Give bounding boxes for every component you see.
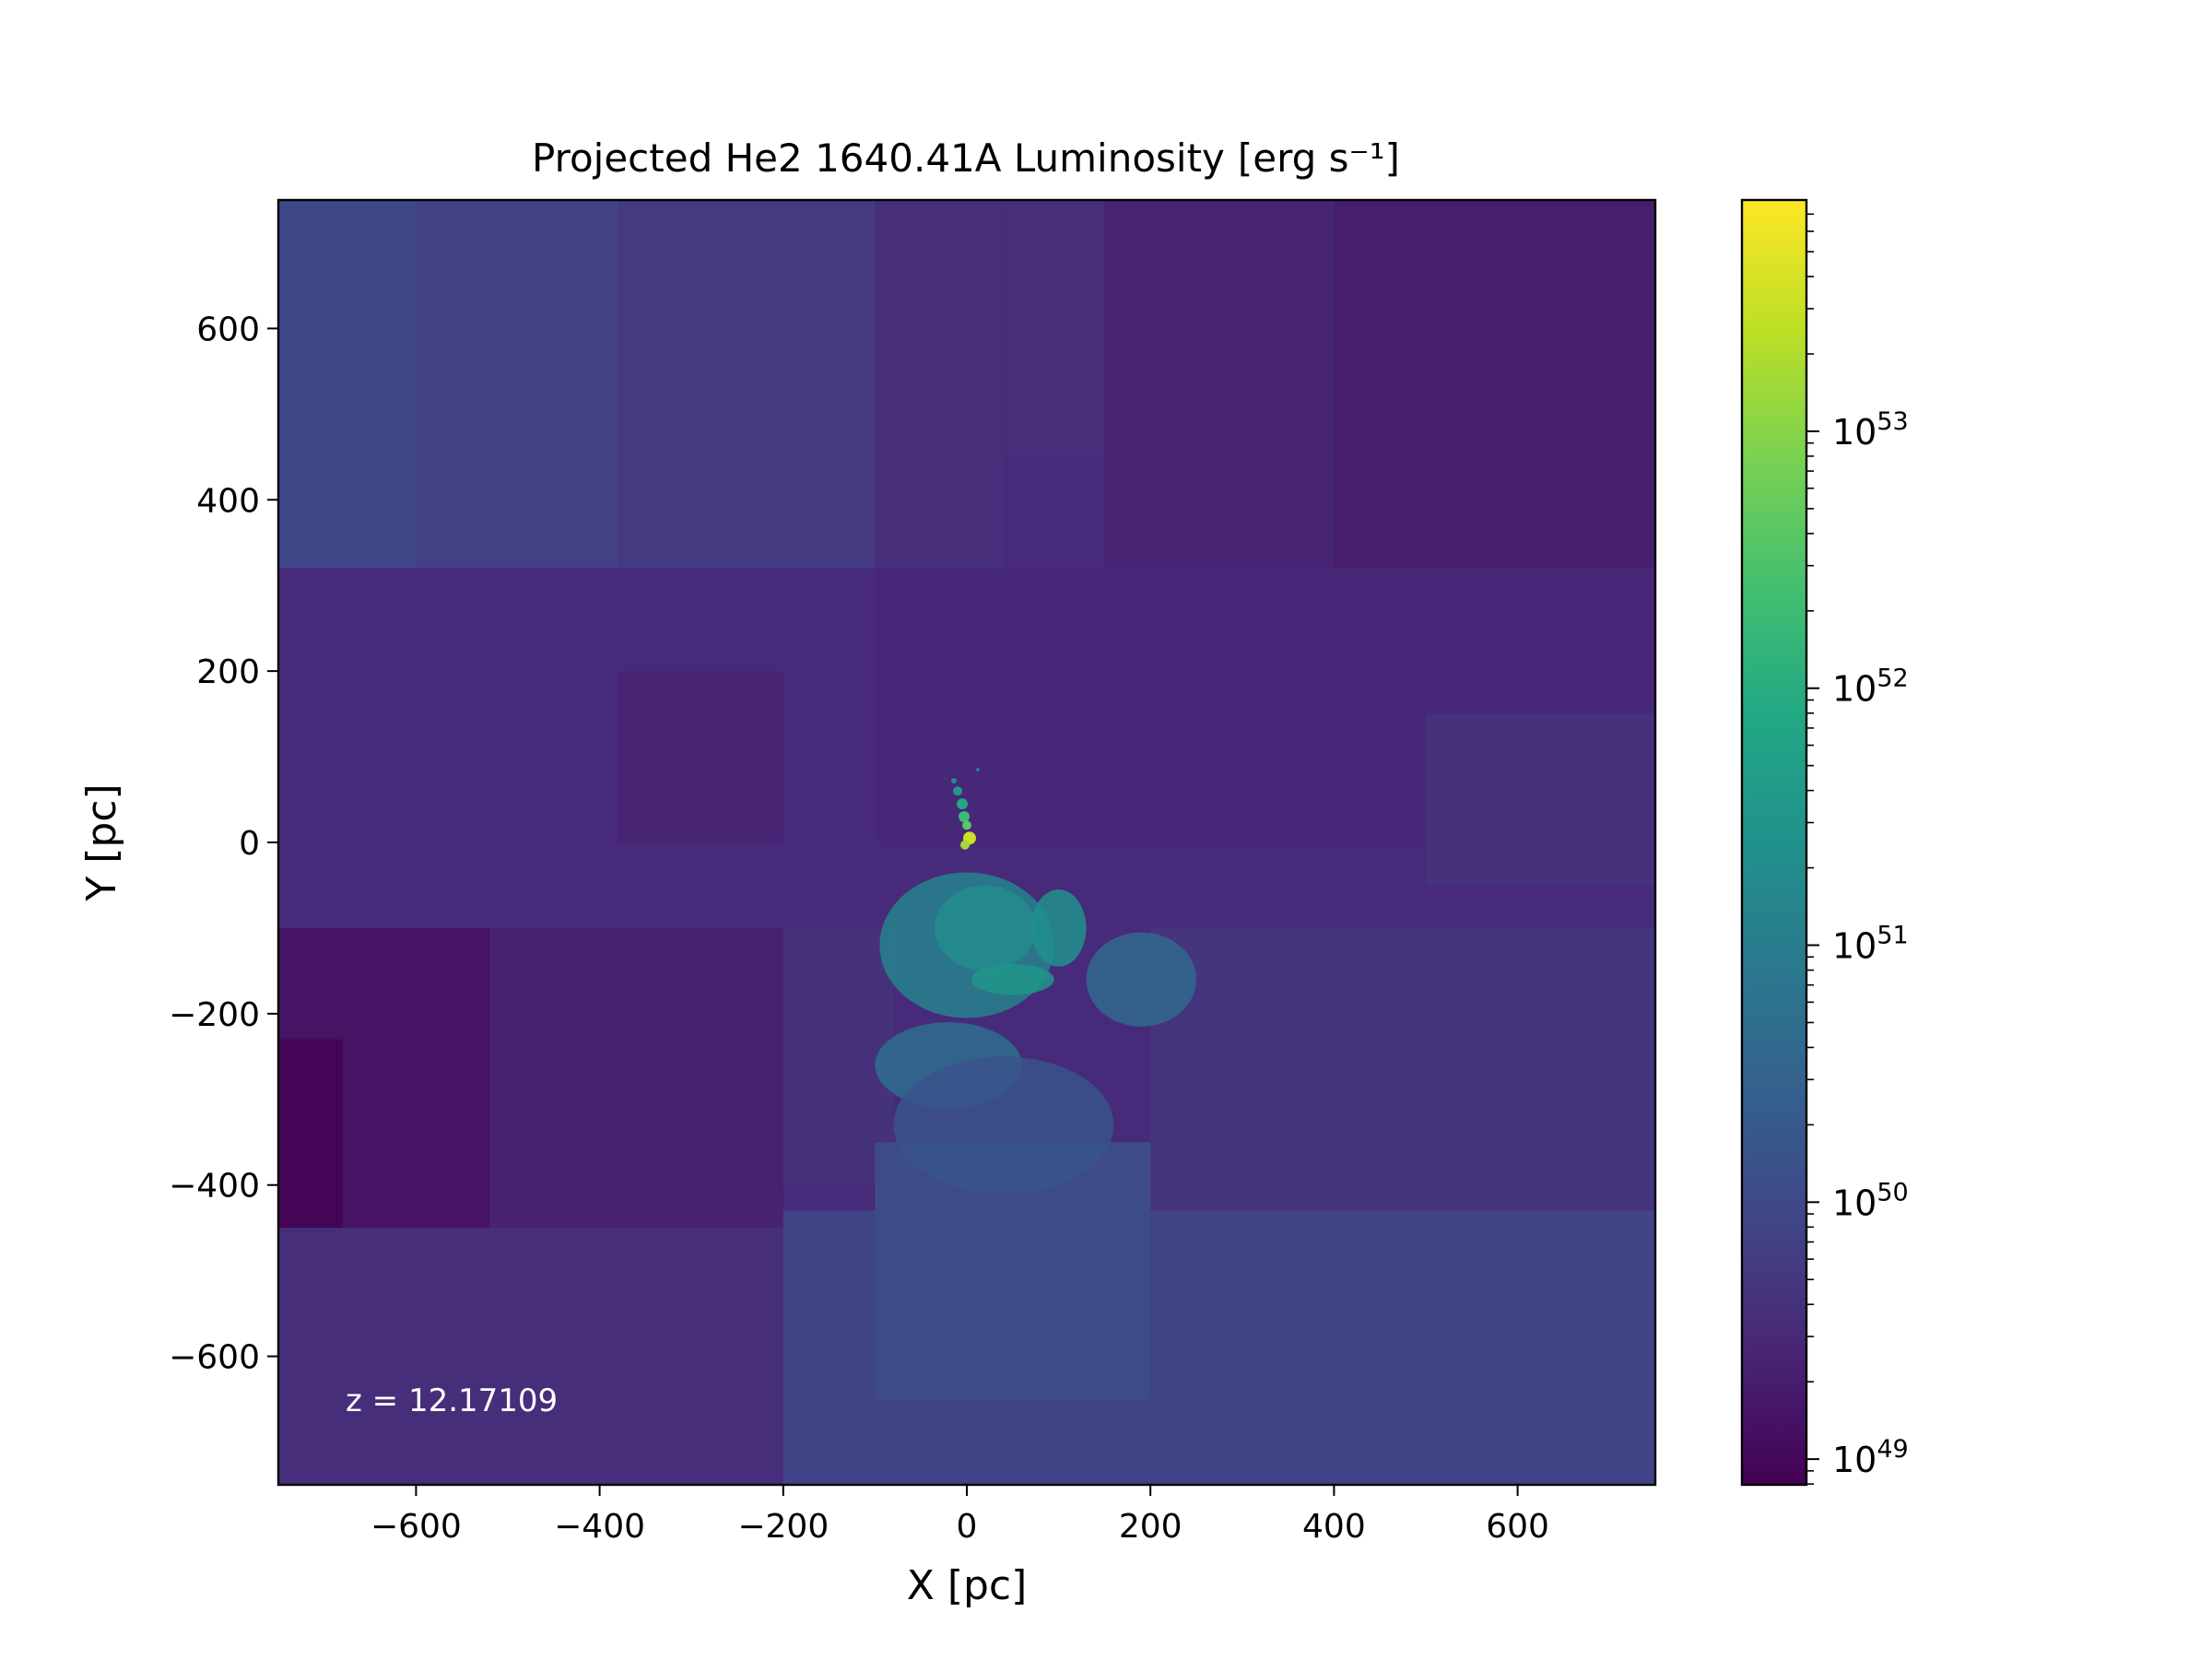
heatmap-region <box>1104 200 1335 569</box>
chart-title: Projected He2 1640.41A Luminosity [erg s⁻… <box>532 135 1400 181</box>
bright-clump <box>960 840 970 850</box>
heatmap-emission-blobs <box>875 872 1196 1194</box>
colorbar: 1049 1050 1051 1052 1053 <box>1740 198 1909 1487</box>
bright-clump <box>957 798 968 810</box>
heatmap-region <box>875 200 1004 569</box>
y-tick-label: −200 <box>169 996 260 1034</box>
y-tick-label: 400 <box>196 482 260 520</box>
x-tick-label: −200 <box>737 1508 829 1546</box>
colorbar-tick-label: 1051 <box>1832 922 1909 967</box>
y-tick-label: 0 <box>239 825 260 863</box>
heatmap-regions <box>278 200 1655 1485</box>
y-axis-ticks: −600 −400 −200 0 200 400 600 <box>169 311 278 1377</box>
colorbar-tick-label: 1050 <box>1832 1178 1909 1223</box>
heatmap-region <box>875 568 1215 842</box>
heatmap-region <box>1334 200 1655 569</box>
bright-clump <box>975 768 980 771</box>
x-axis-label: X [pc] <box>907 1562 1028 1609</box>
bright-clump <box>951 778 958 784</box>
y-tick-label: −400 <box>169 1168 260 1206</box>
emission-blob <box>1086 932 1196 1027</box>
heatmap-region <box>1003 200 1105 457</box>
colorbar-tick-label: 1052 <box>1832 665 1909 710</box>
x-tick-label: 0 <box>957 1508 978 1546</box>
emission-blob <box>893 1056 1114 1194</box>
heatmap-bright-clumps <box>951 768 980 850</box>
heatmap-region <box>1150 927 1655 1211</box>
colorbar-ticks: 1049 1050 1051 1052 1053 <box>1806 213 1909 1485</box>
colorbar-gradient <box>1740 198 1808 1487</box>
heatmap-region <box>618 200 876 569</box>
colorbar-tick-label: 1053 <box>1832 407 1909 453</box>
y-tick-label: 600 <box>196 311 260 348</box>
heatmap-region <box>278 200 417 569</box>
heatmap-region <box>416 200 618 569</box>
chart-title-unit: [erg s⁻¹] <box>1238 135 1400 181</box>
heatmap-region <box>1426 713 1655 886</box>
redshift-annotation: z = 12.17109 <box>346 1382 558 1419</box>
emission-blob <box>935 885 1036 971</box>
y-tick-label: 200 <box>196 653 260 691</box>
x-tick-label: −600 <box>371 1508 462 1546</box>
bright-clump <box>959 811 970 823</box>
chart-title-text: Projected He2 1640.41A Luminosity <box>532 135 1225 181</box>
y-axis-label: Y [pc] <box>78 783 125 901</box>
bright-clump <box>962 820 971 830</box>
emission-blob <box>971 963 1054 995</box>
x-tick-label: 200 <box>1119 1508 1182 1546</box>
heatmap-region <box>278 568 876 928</box>
heatmap-region <box>278 1039 343 1229</box>
colorbar-tick-label: 1049 <box>1832 1435 1909 1480</box>
x-axis-ticks: −600 −400 −200 0 200 400 600 <box>371 1485 1549 1546</box>
heatmap-plot-area <box>276 198 1657 1487</box>
heatmap-region <box>278 1228 783 1485</box>
emission-blob <box>1030 889 1087 967</box>
x-tick-label: −400 <box>554 1508 645 1546</box>
x-tick-label: 400 <box>1302 1508 1366 1546</box>
bright-clump <box>953 786 963 796</box>
heatmap-region <box>618 671 783 842</box>
x-tick-label: 600 <box>1486 1508 1549 1546</box>
y-tick-label: −600 <box>169 1339 260 1377</box>
heatmap-region <box>489 927 783 1229</box>
